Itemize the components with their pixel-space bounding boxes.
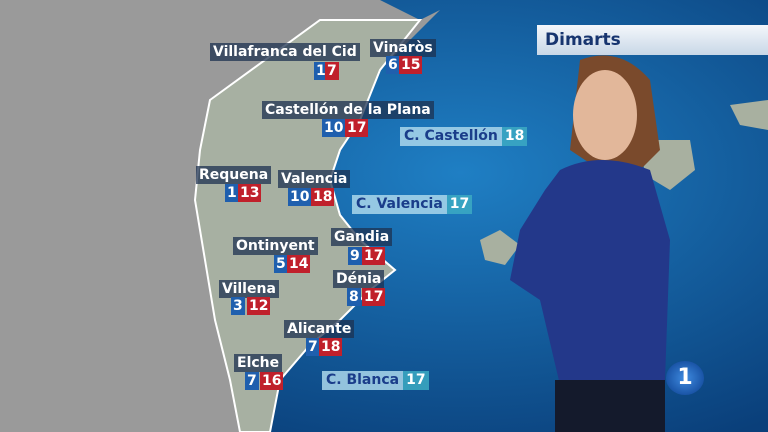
min-temp: 1 xyxy=(314,62,328,80)
max-temp: 14 xyxy=(287,255,311,273)
city-name: Villena xyxy=(219,280,279,298)
sea-label: C. Castellón 18 xyxy=(400,127,528,146)
city-name: Alicante xyxy=(284,320,355,338)
day-banner: Dimarts xyxy=(537,25,768,55)
presenter-face xyxy=(573,70,637,160)
sea-label: C. Valencia 17 xyxy=(352,195,473,214)
min-temp: 5 xyxy=(274,255,288,273)
city-name: Gandia xyxy=(331,228,393,246)
city-name: Castellón de la Plana xyxy=(262,101,434,119)
max-temp: 18 xyxy=(311,188,335,206)
presenter-trousers xyxy=(555,380,665,432)
max-temp: 17 xyxy=(345,119,369,137)
max-temp: 12 xyxy=(247,297,271,315)
channel-logo: 1 xyxy=(666,361,704,395)
max-temp: 17 xyxy=(362,247,386,265)
city-name: Villafranca del Cid xyxy=(210,43,360,61)
sea-temp: 17 xyxy=(446,195,473,214)
min-temp: 10 xyxy=(322,119,346,137)
min-temp: 7 xyxy=(245,372,259,390)
sea-name: C. Blanca xyxy=(322,371,404,390)
city-name: Elche xyxy=(234,354,283,372)
min-temp: 9 xyxy=(348,247,362,265)
sea-temp: 18 xyxy=(501,127,528,146)
min-temp: 10 xyxy=(288,188,312,206)
sea-name: C. Castellón xyxy=(400,127,502,146)
max-temp: 17 xyxy=(362,288,386,306)
islands xyxy=(480,100,768,265)
sea-name: C. Valencia xyxy=(352,195,447,214)
min-temp: 1 xyxy=(225,184,239,202)
city-name: Dénia xyxy=(333,270,385,288)
max-temp: 7 xyxy=(325,62,339,80)
city-name: Vinaròs xyxy=(370,39,436,57)
max-temp: 13 xyxy=(238,184,262,202)
sea-label: C. Blanca 17 xyxy=(322,371,429,390)
min-temp: 7 xyxy=(306,338,320,356)
max-temp: 15 xyxy=(399,56,423,74)
max-temp: 16 xyxy=(260,372,284,390)
min-temp: 6 xyxy=(386,56,400,74)
min-temp: 8 xyxy=(347,288,361,306)
city-name: Ontinyent xyxy=(233,237,318,255)
city-name: Requena xyxy=(196,166,272,184)
min-temp: 3 xyxy=(231,297,245,315)
presenter-blouse xyxy=(510,160,670,385)
max-temp: 18 xyxy=(319,338,343,356)
city-name: Valencia xyxy=(278,170,351,188)
sea-temp: 17 xyxy=(403,371,429,390)
